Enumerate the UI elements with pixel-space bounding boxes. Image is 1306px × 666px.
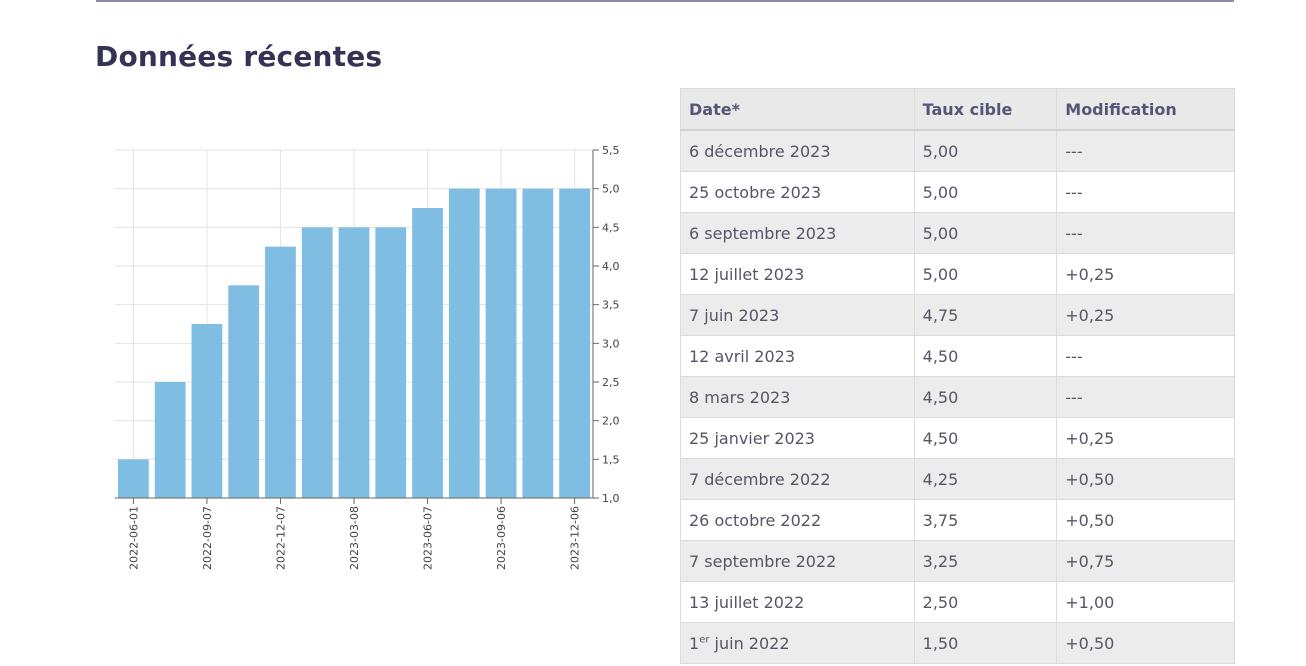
y-tick-label: 3,0 — [602, 337, 620, 350]
cell-rate: 5,00 — [913, 171, 1058, 213]
y-tick-label: 3,5 — [602, 299, 620, 312]
cell-change: +0,25 — [1056, 294, 1235, 336]
table-row: 12 juillet 2023 5,00 +0,25 — [680, 253, 1235, 295]
cell-date: 7 septembre 2022 — [680, 540, 915, 582]
bar — [522, 188, 554, 498]
y-tick-label: 1,0 — [602, 492, 620, 505]
x-tick-label: 2023-12-06 — [569, 506, 582, 570]
table-row: 26 octobre 2022 3,75 +0,50 — [680, 499, 1235, 541]
cell-date: 13 juillet 2022 — [680, 581, 915, 623]
x-tick-label: 2023-06-07 — [422, 506, 435, 570]
date-day: 1 — [689, 633, 700, 653]
cell-change: --- — [1056, 129, 1235, 172]
bar — [118, 459, 149, 498]
cell-rate: 4,50 — [913, 335, 1058, 377]
cell-rate: 5,00 — [913, 129, 1058, 172]
cell-change: --- — [1056, 376, 1235, 418]
y-tick-label: 5,0 — [602, 183, 620, 196]
table-row: 7 septembre 2022 3,25 +0,75 — [680, 540, 1235, 582]
table-row: 7 décembre 2022 4,25 +0,50 — [680, 458, 1235, 500]
cell-rate: 1,50 — [913, 622, 1058, 664]
date-ordinal: er — [699, 634, 710, 646]
cell-date: 6 décembre 2023 — [680, 129, 915, 172]
cell-rate: 3,75 — [913, 499, 1058, 541]
cell-date: 25 janvier 2023 — [680, 417, 915, 459]
cell-change: +0,75 — [1056, 540, 1235, 582]
bar — [191, 324, 223, 498]
y-tick-label: 4,5 — [602, 221, 620, 234]
cell-rate: 4,25 — [913, 458, 1058, 500]
top-divider — [96, 0, 1234, 2]
table-header-row: Date* Taux cible Modification — [680, 88, 1235, 131]
cell-change: +1,00 — [1056, 581, 1235, 623]
header-rate: Taux cible — [913, 88, 1058, 131]
cell-rate: 3,25 — [913, 540, 1058, 582]
header-change: Modification — [1056, 88, 1235, 131]
x-tick-label: 2022-12-07 — [274, 506, 287, 570]
table-row: 25 octobre 2023 5,00 --- — [680, 171, 1235, 213]
cell-change: +0,50 — [1056, 458, 1235, 500]
table-row: 25 janvier 2023 4,50 +0,25 — [680, 417, 1235, 459]
section-title: Données récentes — [95, 40, 383, 73]
cell-date: 7 juin 2023 — [680, 294, 915, 336]
bar — [448, 188, 480, 498]
cell-rate: 4,50 — [913, 376, 1058, 418]
date-rest: juin 2022 — [709, 633, 790, 653]
bar — [559, 188, 590, 498]
y-tick-label: 1,5 — [602, 453, 620, 466]
cell-rate: 5,00 — [913, 253, 1058, 295]
cell-rate: 4,50 — [913, 417, 1058, 459]
x-tick-label: 2023-03-08 — [348, 506, 361, 570]
cell-change: +0,25 — [1056, 253, 1235, 295]
cell-date: 26 octobre 2022 — [680, 499, 915, 541]
cell-rate: 5,00 — [913, 212, 1058, 254]
bar — [375, 227, 407, 498]
bar — [154, 382, 186, 498]
table-row: 13 juillet 2022 2,50 +1,00 — [680, 581, 1235, 623]
cell-change: --- — [1056, 171, 1235, 213]
cell-date: 12 avril 2023 — [680, 335, 915, 377]
table-row: 1er juin 2022 1,50 +0,50 — [680, 622, 1235, 664]
cell-date: 7 décembre 2022 — [680, 458, 915, 500]
y-tick-label: 2,5 — [602, 376, 620, 389]
bar — [338, 227, 370, 498]
y-tick-label: 2,0 — [602, 415, 620, 428]
rate-bar-chart: 1,0 1,5 2,0 2,5 3,0 3,5 4,0 4,5 5,0 5,5 2022-06-01… — [115, 144, 620, 570]
table-row: 8 mars 2023 4,50 --- — [680, 376, 1235, 418]
cell-change: --- — [1056, 335, 1235, 377]
cell-change: +0,50 — [1056, 499, 1235, 541]
cell-date: 6 septembre 2023 — [680, 212, 915, 254]
table-row: 6 septembre 2023 5,00 --- — [680, 212, 1235, 254]
cell-rate: 2,50 — [913, 581, 1058, 623]
cell-change: +0,50 — [1056, 622, 1235, 664]
table-row: 6 décembre 2023 5,00 --- — [680, 129, 1235, 172]
cell-date: 1er juin 2022 — [680, 622, 915, 664]
bar — [265, 246, 296, 498]
cell-date: 8 mars 2023 — [680, 376, 915, 418]
y-tick-label: 5,5 — [602, 144, 620, 157]
bar — [485, 188, 517, 498]
cell-date: 12 juillet 2023 — [680, 253, 915, 295]
bar — [301, 227, 333, 498]
table-row: 12 avril 2023 4,50 --- — [680, 335, 1235, 377]
x-tick-label: 2022-09-07 — [201, 506, 214, 570]
rates-table: Date* Taux cible Modification 6 décembre… — [680, 88, 1235, 664]
header-date: Date* — [680, 88, 915, 131]
bar — [412, 208, 443, 498]
cell-date: 25 octobre 2023 — [680, 171, 915, 213]
x-tick-label: 2023-09-06 — [495, 506, 508, 570]
bar — [228, 285, 260, 498]
y-tick-label: 4,0 — [602, 260, 620, 273]
cell-change: +0,25 — [1056, 417, 1235, 459]
table-row: 7 juin 2023 4,75 +0,25 — [680, 294, 1235, 336]
cell-change: --- — [1056, 212, 1235, 254]
x-tick-label: 2022-06-01 — [127, 506, 140, 570]
cell-rate: 4,75 — [913, 294, 1058, 336]
